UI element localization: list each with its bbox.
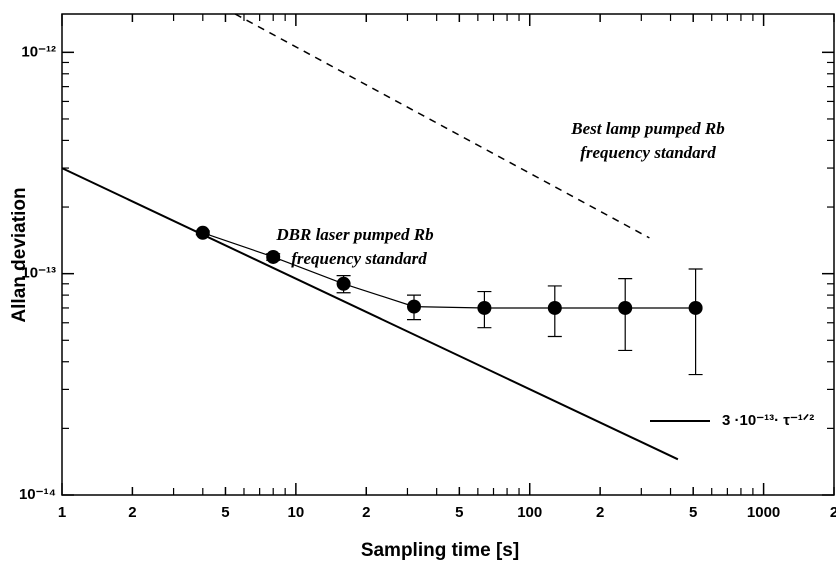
x-tick-label: 2 [362, 504, 370, 521]
reference-line [234, 13, 650, 239]
legend-label: 3 ·10⁻¹³· τ⁻¹ᐟ² [722, 412, 814, 429]
plot-frame [61, 13, 835, 496]
y-axis-label: Allan deviation [9, 187, 30, 322]
x-tick-label: 100 [517, 504, 542, 521]
annotation: frequency standard [580, 143, 716, 162]
data-point [547, 300, 562, 315]
data-point [266, 249, 281, 264]
data-point [407, 299, 422, 314]
data-point [618, 300, 633, 315]
x-tick-label: 5 [221, 504, 229, 521]
connecting-line [202, 232, 696, 309]
y-tick-label: 10⁻¹⁴ [19, 486, 56, 503]
x-tick-label: 1000 [747, 504, 780, 521]
x-tick-label: 2 [128, 504, 136, 521]
y-tick-label: 10⁻¹² [21, 43, 56, 60]
y-tick-label: 10⁻¹³ [21, 265, 56, 282]
error-bar [688, 268, 703, 376]
annotation: frequency standard [291, 249, 427, 268]
data-point [477, 300, 492, 315]
data-point [336, 276, 351, 291]
x-tick-label: 1 [58, 504, 66, 521]
annotation: DBR laser pumped Rb [275, 225, 433, 244]
x-tick-label: 2 [596, 504, 604, 521]
x-tick-label: 5 [689, 504, 697, 521]
x-tick-label: 10 [288, 504, 305, 521]
data-point [688, 300, 703, 315]
annotation: Best lamp pumped Rb [570, 119, 724, 138]
x-tick-label: 5 [455, 504, 463, 521]
x-axis-label: Sampling time [s] [361, 540, 519, 561]
fit-line [61, 167, 679, 461]
x-tick-label: 2 [830, 504, 836, 521]
